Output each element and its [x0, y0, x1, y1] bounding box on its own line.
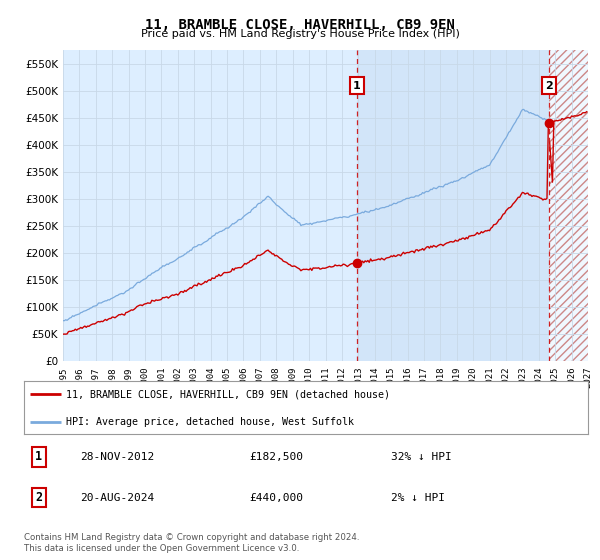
Text: 1: 1 — [353, 81, 361, 91]
Text: 1: 1 — [35, 450, 43, 463]
Text: HPI: Average price, detached house, West Suffolk: HPI: Average price, detached house, West… — [66, 417, 354, 427]
Text: 11, BRAMBLE CLOSE, HAVERHILL, CB9 9EN: 11, BRAMBLE CLOSE, HAVERHILL, CB9 9EN — [145, 18, 455, 32]
Text: 11, BRAMBLE CLOSE, HAVERHILL, CB9 9EN (detached house): 11, BRAMBLE CLOSE, HAVERHILL, CB9 9EN (d… — [66, 389, 391, 399]
Text: 32% ↓ HPI: 32% ↓ HPI — [391, 452, 451, 462]
Text: £440,000: £440,000 — [250, 493, 304, 502]
Text: Contains HM Land Registry data © Crown copyright and database right 2024.
This d: Contains HM Land Registry data © Crown c… — [24, 533, 359, 553]
Text: 2% ↓ HPI: 2% ↓ HPI — [391, 493, 445, 502]
Text: 2: 2 — [545, 81, 553, 91]
Text: 2: 2 — [35, 491, 43, 504]
Text: 20-AUG-2024: 20-AUG-2024 — [80, 493, 155, 502]
Text: 28-NOV-2012: 28-NOV-2012 — [80, 452, 155, 462]
Bar — [549, 50, 588, 361]
Text: Price paid vs. HM Land Registry's House Price Index (HPI): Price paid vs. HM Land Registry's House … — [140, 29, 460, 39]
Bar — [357, 50, 549, 361]
Text: £182,500: £182,500 — [250, 452, 304, 462]
Bar — [549, 50, 588, 361]
